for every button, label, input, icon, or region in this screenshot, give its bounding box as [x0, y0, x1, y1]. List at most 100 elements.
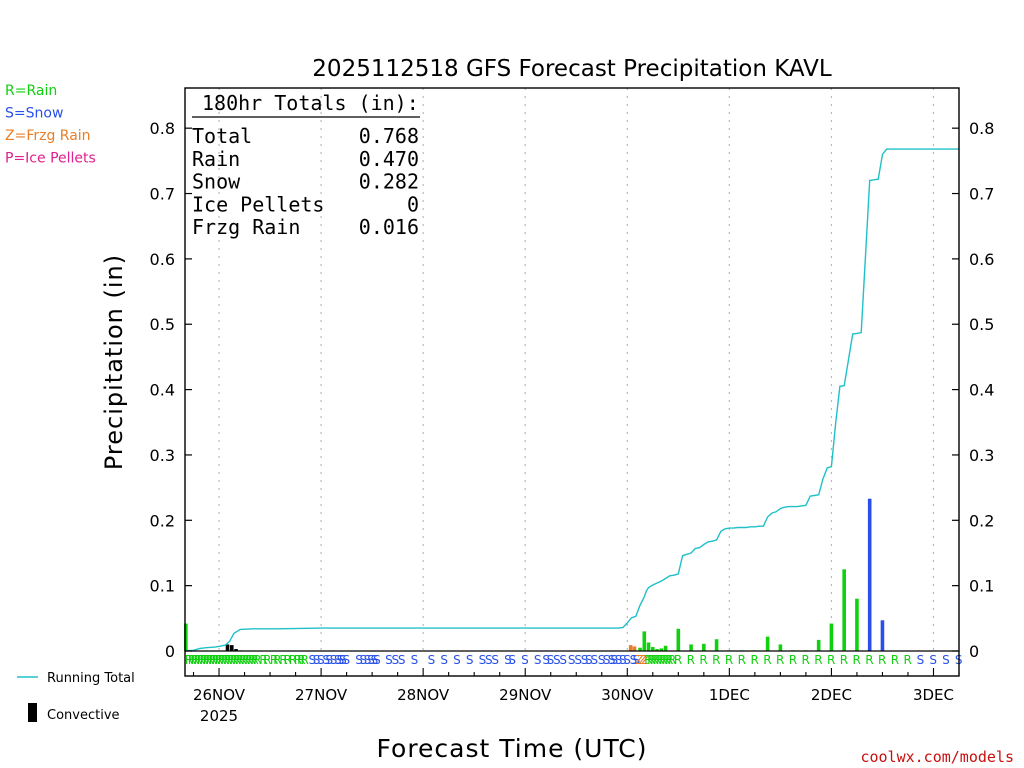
ptype-marker: R — [209, 653, 217, 667]
precip-bar — [632, 646, 637, 651]
ptype-marker: S — [942, 653, 950, 667]
ptype-marker: S — [630, 653, 638, 667]
ptype-marker: S — [479, 653, 487, 667]
grid-lines — [218, 88, 935, 651]
y-tick-label-right: 0.1 — [969, 577, 994, 596]
ptype-marker: R — [840, 653, 848, 667]
ptype-marker: R — [865, 653, 873, 667]
ptype-marker: R — [644, 653, 652, 667]
ptype-marker: R — [814, 653, 822, 667]
ptype-marker: R — [253, 653, 261, 667]
ptype-marker: S — [559, 653, 567, 667]
ptype-marker: R — [273, 653, 281, 667]
running-total-legend-label: Running Total — [47, 671, 135, 686]
ptype-marker: R — [232, 653, 240, 667]
ptype-marker: Z — [641, 653, 649, 667]
ptype-marker: S — [485, 653, 493, 667]
credit-text: coolwx.com/models — [860, 748, 1014, 766]
y-tick-label-right: 0.6 — [969, 250, 994, 269]
ptype-marker: R — [668, 653, 676, 667]
ptype-marker: R — [244, 653, 252, 667]
x-tick-label: 28NOV — [397, 686, 450, 704]
ptype-marker: S — [491, 653, 499, 667]
y-tick-label: 0.6 — [150, 250, 175, 269]
convective-legend-label: Convective — [47, 708, 120, 723]
ptype-marker: S — [391, 653, 399, 667]
ptype-marker: S — [339, 653, 347, 667]
ptype-marker: R — [801, 653, 809, 667]
ptype-marker: R — [297, 653, 305, 667]
ptype-marker: S — [440, 653, 448, 667]
ptype-marker: S — [428, 653, 436, 667]
precip-bar — [638, 647, 642, 651]
ptype-marker: S — [385, 653, 393, 667]
x-tick-label: 27NOV — [295, 686, 348, 704]
ptype-marker: S — [398, 653, 406, 667]
bottom-legend: Running Total Convective — [17, 671, 135, 723]
precip-bar — [628, 645, 633, 651]
ptype-marker: S — [581, 653, 589, 667]
ptype-marker: S — [534, 653, 542, 667]
precip-bar — [842, 569, 846, 651]
running-total-line — [184, 148, 959, 652]
precip-bars — [184, 498, 885, 652]
ptype-marker: R — [289, 653, 297, 667]
precip-bar — [689, 644, 693, 651]
y-tick-label-right: 0 — [969, 642, 979, 661]
precip-bar — [778, 644, 783, 651]
ptype-legend: R=Rain S=Snow Z=Frzg Rain P=Ice Pellets — [5, 83, 96, 167]
ptype-marker: S — [633, 653, 641, 667]
precip-bar — [829, 623, 834, 651]
ptype-marker: R — [263, 653, 271, 667]
x-axis-label: Forecast Time (UTC) — [377, 734, 648, 763]
ptype-marker: R — [878, 653, 886, 667]
ptype-marker: S — [466, 653, 474, 667]
y-axis-label: Precipitation (in) — [100, 254, 128, 470]
ptype-legend-entry: R=Rain — [5, 83, 57, 99]
x-tick-label: 29NOV — [499, 686, 552, 704]
ptype-marker: R — [687, 653, 695, 667]
ptype-marker: R — [659, 653, 667, 667]
ptype-marker: S — [608, 653, 616, 667]
x-year-label: 2025 — [200, 707, 238, 725]
precip-bar — [816, 639, 821, 651]
precip-bar — [676, 628, 681, 651]
ptype-marker: S — [373, 653, 381, 667]
ptype-marker: R — [197, 653, 205, 667]
precip-bar — [642, 631, 647, 651]
ptype-marker: R — [250, 653, 258, 667]
ptype-marker: S — [508, 653, 516, 667]
ptype-marker: S — [367, 653, 375, 667]
totals-label: Total — [192, 124, 252, 148]
ptype-marker: R — [301, 653, 309, 667]
totals-value: 0 — [407, 192, 419, 216]
totals-header: 180hr Totals (in): — [202, 91, 419, 115]
ptype-marker: R — [221, 653, 229, 667]
ptype-marker: S — [309, 653, 317, 667]
ptype-marker: S — [598, 653, 606, 667]
totals-value: 0.470 — [359, 147, 419, 171]
ptype-marker: R — [194, 653, 202, 667]
totals-value: 0.768 — [359, 124, 419, 148]
y-tick-label-right: 0.7 — [969, 185, 994, 204]
ptype-marker: S — [371, 653, 379, 667]
ptype-marker: S — [323, 653, 331, 667]
ptype-marker: R — [227, 653, 235, 667]
ptype-marker: R — [206, 653, 214, 667]
ptype-marker: S — [364, 653, 372, 667]
y-tick-label: 0.1 — [150, 577, 175, 596]
y-tick-label-right: 0.5 — [969, 315, 994, 334]
y-tick-label: 0.8 — [150, 119, 175, 138]
ptype-marker: R — [235, 653, 243, 667]
totals-label: Frzg Rain — [192, 215, 300, 239]
ptype-marker: R — [650, 653, 658, 667]
ptype-marker: R — [904, 653, 912, 667]
ptype-marker: R — [662, 653, 670, 667]
ptype-marker: R — [203, 653, 211, 667]
ptype-marker: R — [647, 653, 655, 667]
totals-value: 0.016 — [359, 215, 419, 239]
ptype-marker: R — [247, 653, 255, 667]
x-tick-label: 26NOV — [193, 686, 246, 704]
ptype-marker: R — [776, 653, 784, 667]
ptype-marker: S — [360, 653, 368, 667]
